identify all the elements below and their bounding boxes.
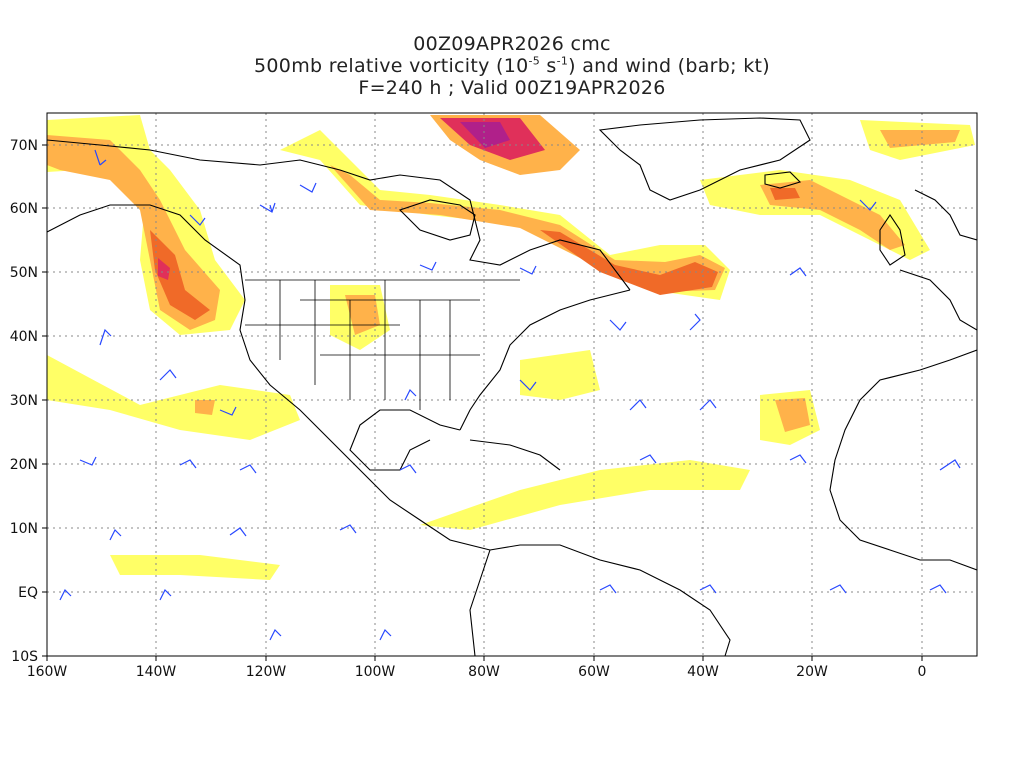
lat-label: EQ [18, 585, 38, 601]
coastlines [47, 117, 977, 656]
lat-label: 70N [10, 138, 38, 154]
lat-label: 30N [10, 393, 38, 409]
lat-label: 50N [10, 265, 38, 281]
map-title-line-1: 00Z09APR2026 cmc [413, 33, 611, 55]
lat-label: 40N [10, 329, 38, 345]
graticule [47, 113, 977, 656]
lon-label: 100W [355, 664, 396, 680]
lon-label: 0 [918, 664, 927, 680]
lat-label: 10S [11, 649, 38, 665]
lat-label: 60N [10, 201, 38, 217]
tick-marks [42, 144, 923, 661]
lon-label: 20W [796, 664, 828, 680]
map-title-line-3: F=240 h ; Valid 00Z19APR2026 [358, 77, 666, 99]
lat-label: 20N [10, 457, 38, 473]
lon-label: 80W [468, 664, 500, 680]
lon-label: 60W [578, 664, 610, 680]
wind-barbs [59, 149, 961, 641]
lon-label: 40W [687, 664, 719, 680]
map-title-line-2: 500mb relative vorticity (10-5 s-1) and … [254, 54, 770, 77]
lon-label: 120W [246, 664, 287, 680]
vorticity-shading [47, 115, 975, 580]
latitude-labels: 70N 60N 50N 40N 30N 20N 10N EQ 10S [10, 138, 38, 665]
lon-label: 160W [27, 664, 68, 680]
plot-frame [46, 112, 978, 657]
state-borders [245, 279, 520, 410]
longitude-labels: 160W 140W 120W 100W 80W 60W 40W 20W 0 [27, 664, 927, 680]
lon-label: 140W [136, 664, 177, 680]
lat-label: 10N [10, 521, 38, 537]
